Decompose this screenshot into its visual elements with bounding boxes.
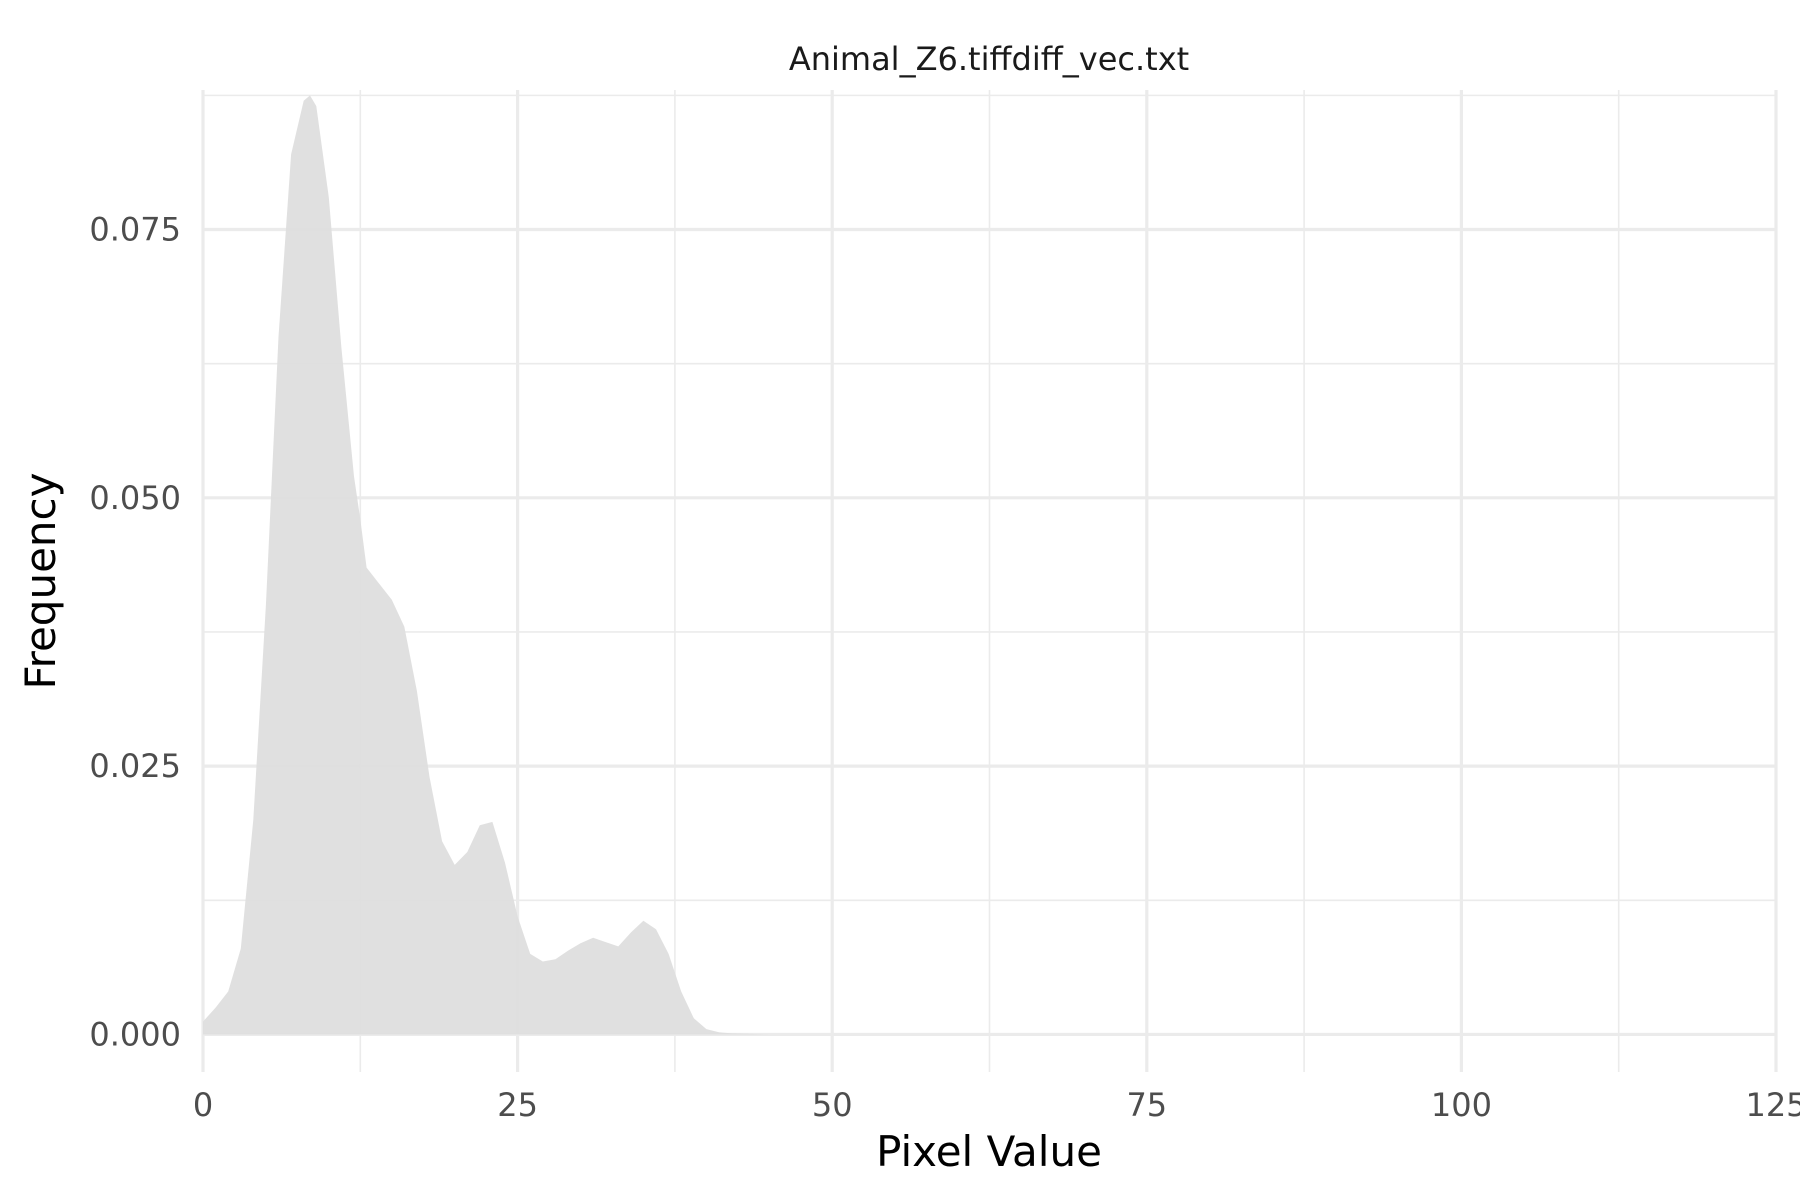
x-tick-label: 50 [812, 1086, 853, 1124]
x-tick-label: 100 [1431, 1086, 1492, 1124]
x-tick-label: 25 [497, 1086, 538, 1124]
x-tick-label: 125 [1745, 1086, 1800, 1124]
density-area [203, 95, 1776, 1035]
major-gridlines [201, 90, 1778, 1072]
y-tick-label: 0.025 [89, 747, 181, 785]
y-axis-ticks: 0.000 0.025 0.050 0.075 [89, 211, 181, 1054]
x-tick-label: 75 [1126, 1086, 1167, 1124]
y-tick-label: 0.075 [89, 211, 181, 249]
x-tick-label: 0 [193, 1086, 213, 1124]
chart-title: Animal_Z6.tiffdiff_vec.txt [789, 40, 1189, 78]
y-tick-label: 0.050 [89, 479, 181, 517]
y-axis-title: Frequency [16, 473, 65, 690]
x-axis-title: Pixel Value [876, 1127, 1102, 1176]
y-tick-label: 0.000 [89, 1015, 181, 1053]
x-axis-ticks: 0 25 50 75 100 125 [193, 1086, 1800, 1124]
